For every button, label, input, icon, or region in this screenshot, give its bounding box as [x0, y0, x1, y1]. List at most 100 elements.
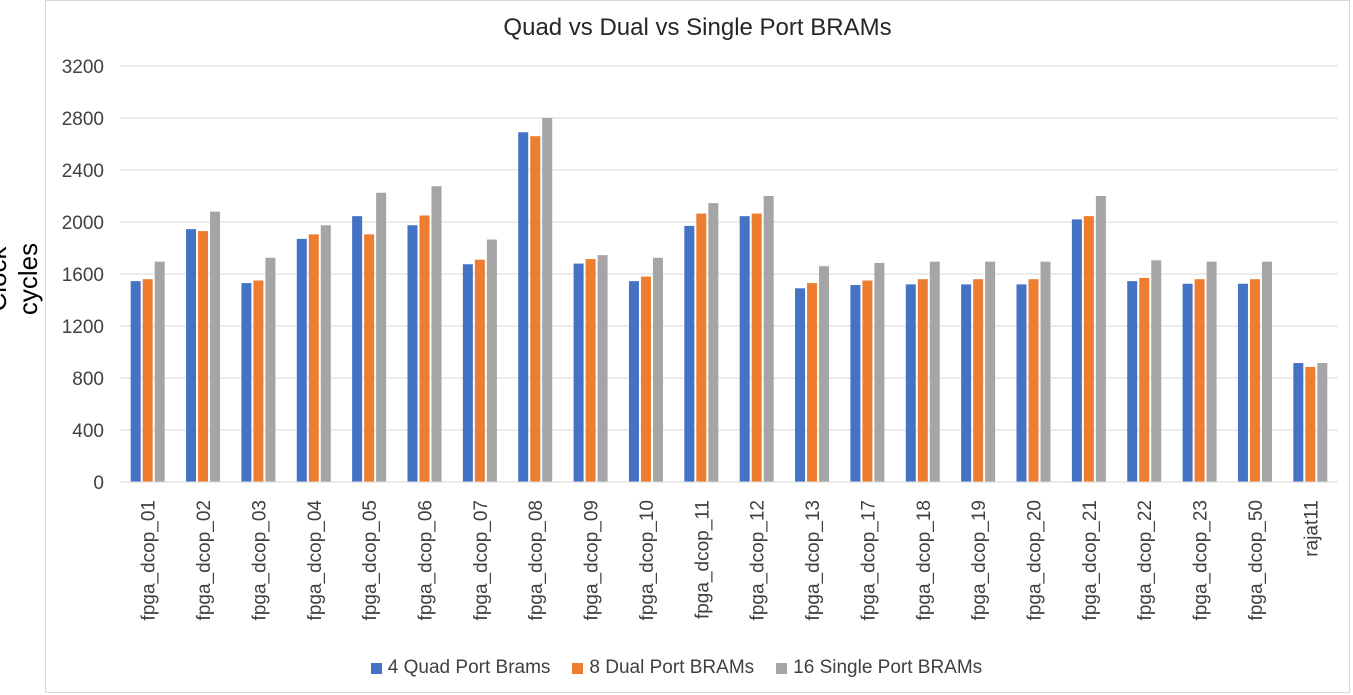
bar	[973, 279, 984, 482]
bar	[1040, 261, 1051, 482]
bar	[198, 231, 209, 482]
y-tick-label: 2000	[62, 213, 104, 234]
bar	[1127, 281, 1138, 482]
bar	[462, 264, 473, 482]
bar	[296, 238, 307, 482]
x-tick-label: fpga_dcop_18	[914, 500, 935, 620]
bar	[1261, 261, 1272, 482]
y-tick-label: 2400	[62, 161, 104, 182]
bar	[751, 213, 762, 483]
y-tick-label: 1600	[62, 265, 104, 286]
bar	[628, 281, 639, 482]
bar	[585, 259, 596, 482]
x-tick-label: fpga_dcop_08	[526, 500, 547, 620]
legend-swatch	[370, 662, 382, 674]
bar	[862, 280, 873, 482]
bar	[530, 136, 541, 482]
bar	[961, 284, 972, 482]
bar	[241, 283, 252, 482]
x-tick-label: fpga_dcop_19	[969, 500, 990, 620]
bar	[474, 259, 485, 482]
x-tick-label: fpga_dcop_17	[858, 500, 879, 620]
legend-label: 4 Quad Port Brams	[387, 657, 551, 678]
bar	[905, 284, 916, 482]
bar	[795, 288, 806, 482]
legend: 4 Quad Port Brams 8 Dual Port BRAMs 16 Sin…	[0, 657, 1353, 679]
y-tick-label: 1200	[62, 317, 104, 338]
bar	[597, 255, 608, 482]
bar	[819, 266, 830, 482]
legend-swatch	[776, 662, 788, 674]
bar	[130, 281, 141, 482]
bar	[573, 263, 584, 482]
y-tick-label: 2800	[62, 109, 104, 130]
x-tick-label: rajat11	[1301, 500, 1322, 557]
bar	[985, 261, 996, 482]
x-tick-label: fpga_dcop_11	[692, 500, 713, 619]
bar	[684, 225, 695, 482]
bar	[1095, 196, 1106, 482]
bar	[696, 213, 707, 483]
bar	[210, 211, 221, 482]
x-tick-label: fpga_dcop_21	[1080, 500, 1101, 620]
bar	[1206, 261, 1217, 482]
bar	[739, 216, 750, 482]
x-tick-label: fpga_dcop_12	[748, 500, 769, 620]
legend-label: 16 Single Port BRAMs	[793, 657, 983, 678]
bar	[807, 283, 818, 482]
bar	[874, 262, 885, 482]
bar	[1071, 219, 1082, 482]
bar	[850, 285, 861, 482]
x-tick-label: fpga_dcop_03	[249, 500, 270, 620]
bar	[364, 234, 375, 482]
y-tick-label: 0	[93, 473, 104, 494]
legend-label: 8 Dual Port BRAMs	[589, 657, 755, 678]
bar	[708, 203, 719, 482]
bar	[308, 234, 319, 482]
bar	[640, 276, 651, 482]
bar	[1182, 283, 1193, 482]
legend-item: 4 Quad Port Brams	[370, 657, 551, 679]
x-tick-label: fpga_dcop_20	[1025, 500, 1046, 620]
bar	[1016, 284, 1027, 482]
y-tick-label: 800	[72, 369, 104, 390]
x-tick-label: fpga_dcop_04	[305, 500, 326, 621]
bar	[486, 239, 497, 482]
bar	[1028, 279, 1039, 482]
bar	[1139, 277, 1150, 482]
legend-item: 8 Dual Port BRAMs	[572, 657, 754, 679]
x-tick-label: fpga_dcop_09	[582, 500, 603, 620]
legend-item: 16 Single Port BRAMs	[776, 657, 982, 679]
bar	[142, 279, 153, 482]
bar	[431, 186, 442, 482]
x-tick-label: fpga_dcop_23	[1191, 500, 1212, 620]
bar	[376, 192, 387, 482]
y-tick-label: 3200	[62, 57, 104, 78]
x-tick-label: fpga_dcop_13	[803, 500, 824, 620]
x-tick-label: fpga_dcop_10	[637, 500, 658, 620]
bar	[1237, 283, 1248, 482]
bar	[265, 257, 276, 482]
chart-area	[45, 0, 1350, 693]
x-tick-label: fpga_dcop_22	[1135, 500, 1156, 620]
legend-swatch	[572, 662, 584, 674]
bar	[542, 118, 553, 482]
bar	[1317, 363, 1328, 482]
bar	[1305, 366, 1316, 482]
x-tick-label: fpga_dcop_06	[416, 500, 437, 620]
y-tick-label: 400	[72, 421, 104, 442]
bar	[917, 279, 928, 482]
bar	[1083, 216, 1094, 482]
x-tick-label: fpga_dcop_02	[194, 500, 215, 620]
x-tick-label: fpga_dcop_50	[1246, 500, 1267, 620]
x-tick-label: fpga_dcop_07	[471, 500, 492, 620]
bar	[320, 225, 331, 482]
chart-title: Quad vs Dual vs Single Port BRAMs	[503, 14, 892, 41]
bar	[253, 280, 264, 482]
bar	[652, 257, 663, 482]
bar	[1151, 260, 1162, 482]
bar	[1194, 279, 1205, 482]
bar	[186, 229, 197, 482]
bar	[352, 216, 363, 482]
bar	[763, 196, 774, 482]
